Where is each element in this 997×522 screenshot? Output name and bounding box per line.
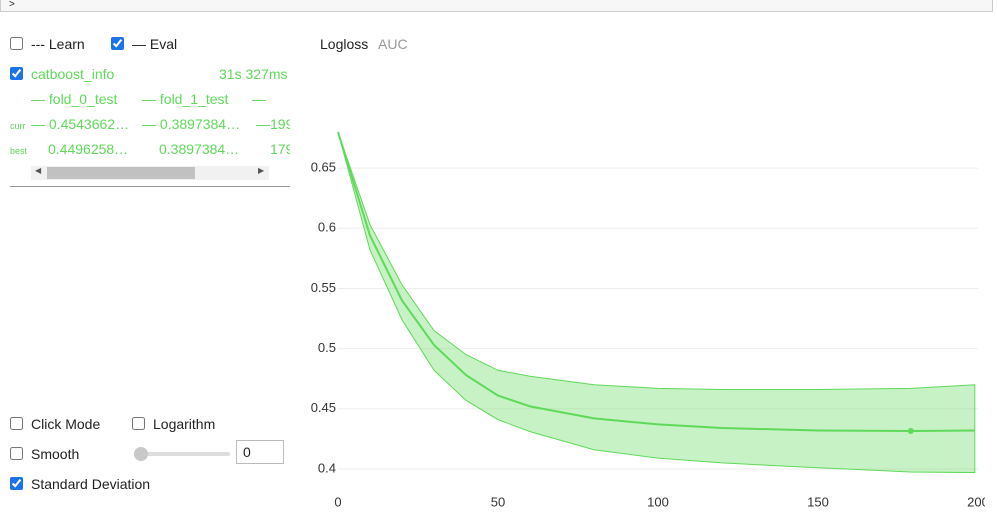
smooth-input[interactable]: 0 xyxy=(236,440,284,464)
column-header: — xyxy=(252,91,266,107)
x-tick-label: 200 xyxy=(967,494,985,509)
logarithm-checkbox[interactable] xyxy=(132,417,145,430)
scroll-right[interactable]: ▶ xyxy=(258,166,265,175)
std-checkbox[interactable] xyxy=(10,477,23,490)
scrollbar[interactable]: ◀ ▶ xyxy=(31,166,269,180)
run-time: 31s 327ms xyxy=(219,66,288,82)
cell: 179 xyxy=(270,141,290,157)
tab-active[interactable]: Logloss xyxy=(320,36,369,52)
smooth-label: Smooth xyxy=(31,446,80,462)
x-tick-label: 50 xyxy=(491,494,505,509)
cell: — 0.4543662… xyxy=(31,116,130,132)
smooth-checkbox[interactable] xyxy=(10,447,23,460)
top-input[interactable]: > xyxy=(0,0,993,12)
y-tick-label: 0.5 xyxy=(318,340,336,355)
learn-checkbox[interactable] xyxy=(10,37,23,50)
eval-label: — Eval xyxy=(132,36,178,52)
run-name: catboost_info xyxy=(31,66,115,82)
column-header: — fold_0_test xyxy=(31,91,118,107)
std-label: Standard Deviation xyxy=(31,476,151,492)
click-mode-checkbox[interactable] xyxy=(10,417,23,430)
click-mode-label: Click Mode xyxy=(31,416,101,432)
logarithm-label: Logarithm xyxy=(153,416,216,432)
y-tick-label: 0.65 xyxy=(311,160,336,175)
x-tick-label: 150 xyxy=(807,494,829,509)
line xyxy=(337,131,975,433)
row-label: best xyxy=(10,146,28,156)
row-label: curr xyxy=(10,121,26,131)
learn-label: --- Learn xyxy=(31,36,85,52)
column-header: — fold_1_test xyxy=(142,91,229,107)
scroll-left[interactable]: ◀ xyxy=(35,166,42,175)
slider-thumb[interactable] xyxy=(134,447,148,461)
y-tick-label: 0.55 xyxy=(311,280,336,295)
smooth-slider[interactable] xyxy=(134,447,230,461)
divider xyxy=(10,186,290,187)
std-band xyxy=(337,131,976,474)
run-checkbox[interactable] xyxy=(10,67,23,80)
cell: 0.3897384… xyxy=(159,141,240,157)
cell: —199 xyxy=(256,116,290,132)
best-point xyxy=(907,428,914,435)
x-tick-label: 100 xyxy=(647,494,669,509)
cell: — 0.3897384… xyxy=(142,116,241,132)
y-tick-label: 0.45 xyxy=(311,400,336,415)
x-tick-label: 0 xyxy=(334,494,341,509)
header-text: > xyxy=(9,0,15,10)
tab[interactable]: AUC xyxy=(378,36,408,52)
cell: 0.4496258… xyxy=(48,141,129,157)
y-tick-label: 0.6 xyxy=(318,220,336,235)
y-tick-label: 0.4 xyxy=(318,460,336,475)
eval-checkbox[interactable] xyxy=(111,37,124,50)
scroll-thumb[interactable] xyxy=(47,167,195,179)
